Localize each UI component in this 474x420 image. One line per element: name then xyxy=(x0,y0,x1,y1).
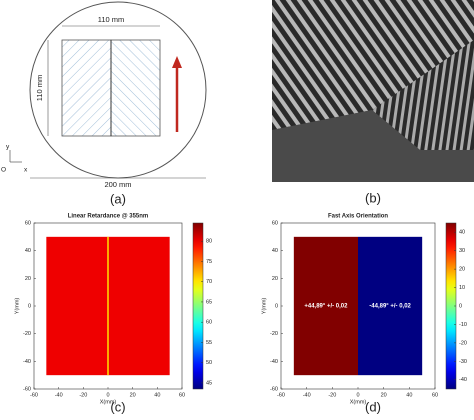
colorbar-tick-label: 60 xyxy=(206,320,212,326)
chart-title: Fast Axis Orientation xyxy=(328,214,388,220)
y-tick-label: 40 xyxy=(25,248,31,254)
colorbar-tick-label: 20 xyxy=(459,267,465,273)
heat-region xyxy=(293,236,358,376)
panel-label: (b) xyxy=(365,190,381,205)
colorbar-tick-label: 10 xyxy=(459,285,465,291)
x-tick-label: 20 xyxy=(130,392,136,398)
y-tick-label: 20 xyxy=(25,276,31,282)
colorbar-tick-label: 30 xyxy=(459,248,465,254)
colorbar-tick-label: 45 xyxy=(206,380,212,386)
colorbar xyxy=(192,222,204,390)
x-axis-label: X(mm) xyxy=(100,399,117,405)
height-label: 110 mm xyxy=(35,75,44,102)
y-tick-label: 0 xyxy=(275,303,278,309)
x-tick-label: 0 xyxy=(356,392,359,398)
colorbar-tick-label: 65 xyxy=(206,299,212,305)
x-tick-label: 40 xyxy=(406,392,412,398)
wafer-diagram: 110 mm 110 mm 200 mm y x O (a) xyxy=(1,1,207,206)
axis-x-label: x xyxy=(24,167,28,174)
panel-label: (c) xyxy=(110,399,125,414)
colorbar-tick-label: 70 xyxy=(206,279,212,285)
heat-region xyxy=(107,236,109,376)
colorbar-tick-label: 75 xyxy=(206,259,212,265)
x-axis-label: X(mm) xyxy=(350,399,367,405)
y-axis-label: Y(mm) xyxy=(14,298,20,315)
diameter-label: 200 mm xyxy=(104,180,131,189)
region-label: -44,89° +/- 0,02 xyxy=(369,304,411,310)
heat-region xyxy=(358,236,423,376)
x-tick-label: -20 xyxy=(79,392,87,398)
panel-label: (d) xyxy=(365,399,381,414)
x-tick-label: -60 xyxy=(277,392,285,398)
y-tick-label: -60 xyxy=(23,386,31,392)
half-right xyxy=(110,39,161,137)
x-tick-label: 20 xyxy=(381,392,387,398)
y-tick-label: 0 xyxy=(28,303,31,309)
colorbar-tick-label: -40 xyxy=(459,377,467,383)
colorbar-tick-label: 55 xyxy=(206,340,212,346)
y-axis-label: Y(mm) xyxy=(261,298,267,315)
x-tick-label: -40 xyxy=(55,392,63,398)
colorbar-tick-label: -20 xyxy=(459,340,467,346)
y-tick-label: -20 xyxy=(270,331,278,337)
y-tick-label: -40 xyxy=(23,359,31,365)
y-tick-label: -60 xyxy=(270,386,278,392)
substrate xyxy=(272,110,474,182)
ridges-right xyxy=(372,40,474,150)
origin-label: O xyxy=(1,167,6,174)
arrow-head xyxy=(172,56,182,68)
colorbar-tick-label: -30 xyxy=(459,359,467,365)
x-tick-label: 60 xyxy=(179,392,185,398)
y-tick-label: 20 xyxy=(272,276,278,282)
y-tick-label: -20 xyxy=(23,331,31,337)
colorbar-tick-label: -10 xyxy=(459,322,467,328)
y-tick-label: 60 xyxy=(25,220,31,226)
colorbar-tick-label: 0 xyxy=(459,303,462,309)
colorbar-tick-label: 80 xyxy=(206,239,212,245)
ridges-left xyxy=(272,0,474,130)
x-tick-label: -40 xyxy=(303,392,311,398)
chart-title: Linear Retardance @ 355nm xyxy=(68,214,149,220)
colorbar-tick-label: 40 xyxy=(459,230,465,236)
y-tick-label: 60 xyxy=(272,220,278,226)
colorbar-tick-label: 50 xyxy=(206,360,212,366)
x-tick-label: 40 xyxy=(154,392,160,398)
sem-image: (b) xyxy=(272,0,474,205)
panel-label: (a) xyxy=(110,191,126,206)
y-tick-label: -40 xyxy=(270,359,278,365)
x-tick-label: -20 xyxy=(328,392,336,398)
x-tick-label: -60 xyxy=(30,392,38,398)
x-tick-label: 0 xyxy=(106,392,109,398)
half-left xyxy=(61,39,112,137)
x-tick-label: 60 xyxy=(432,392,438,398)
axis-y-label: y xyxy=(6,144,10,151)
region-label: +44,89° +/- 0,02 xyxy=(304,304,348,310)
y-tick-label: 40 xyxy=(272,248,278,254)
width-label: 110 mm xyxy=(98,15,125,24)
